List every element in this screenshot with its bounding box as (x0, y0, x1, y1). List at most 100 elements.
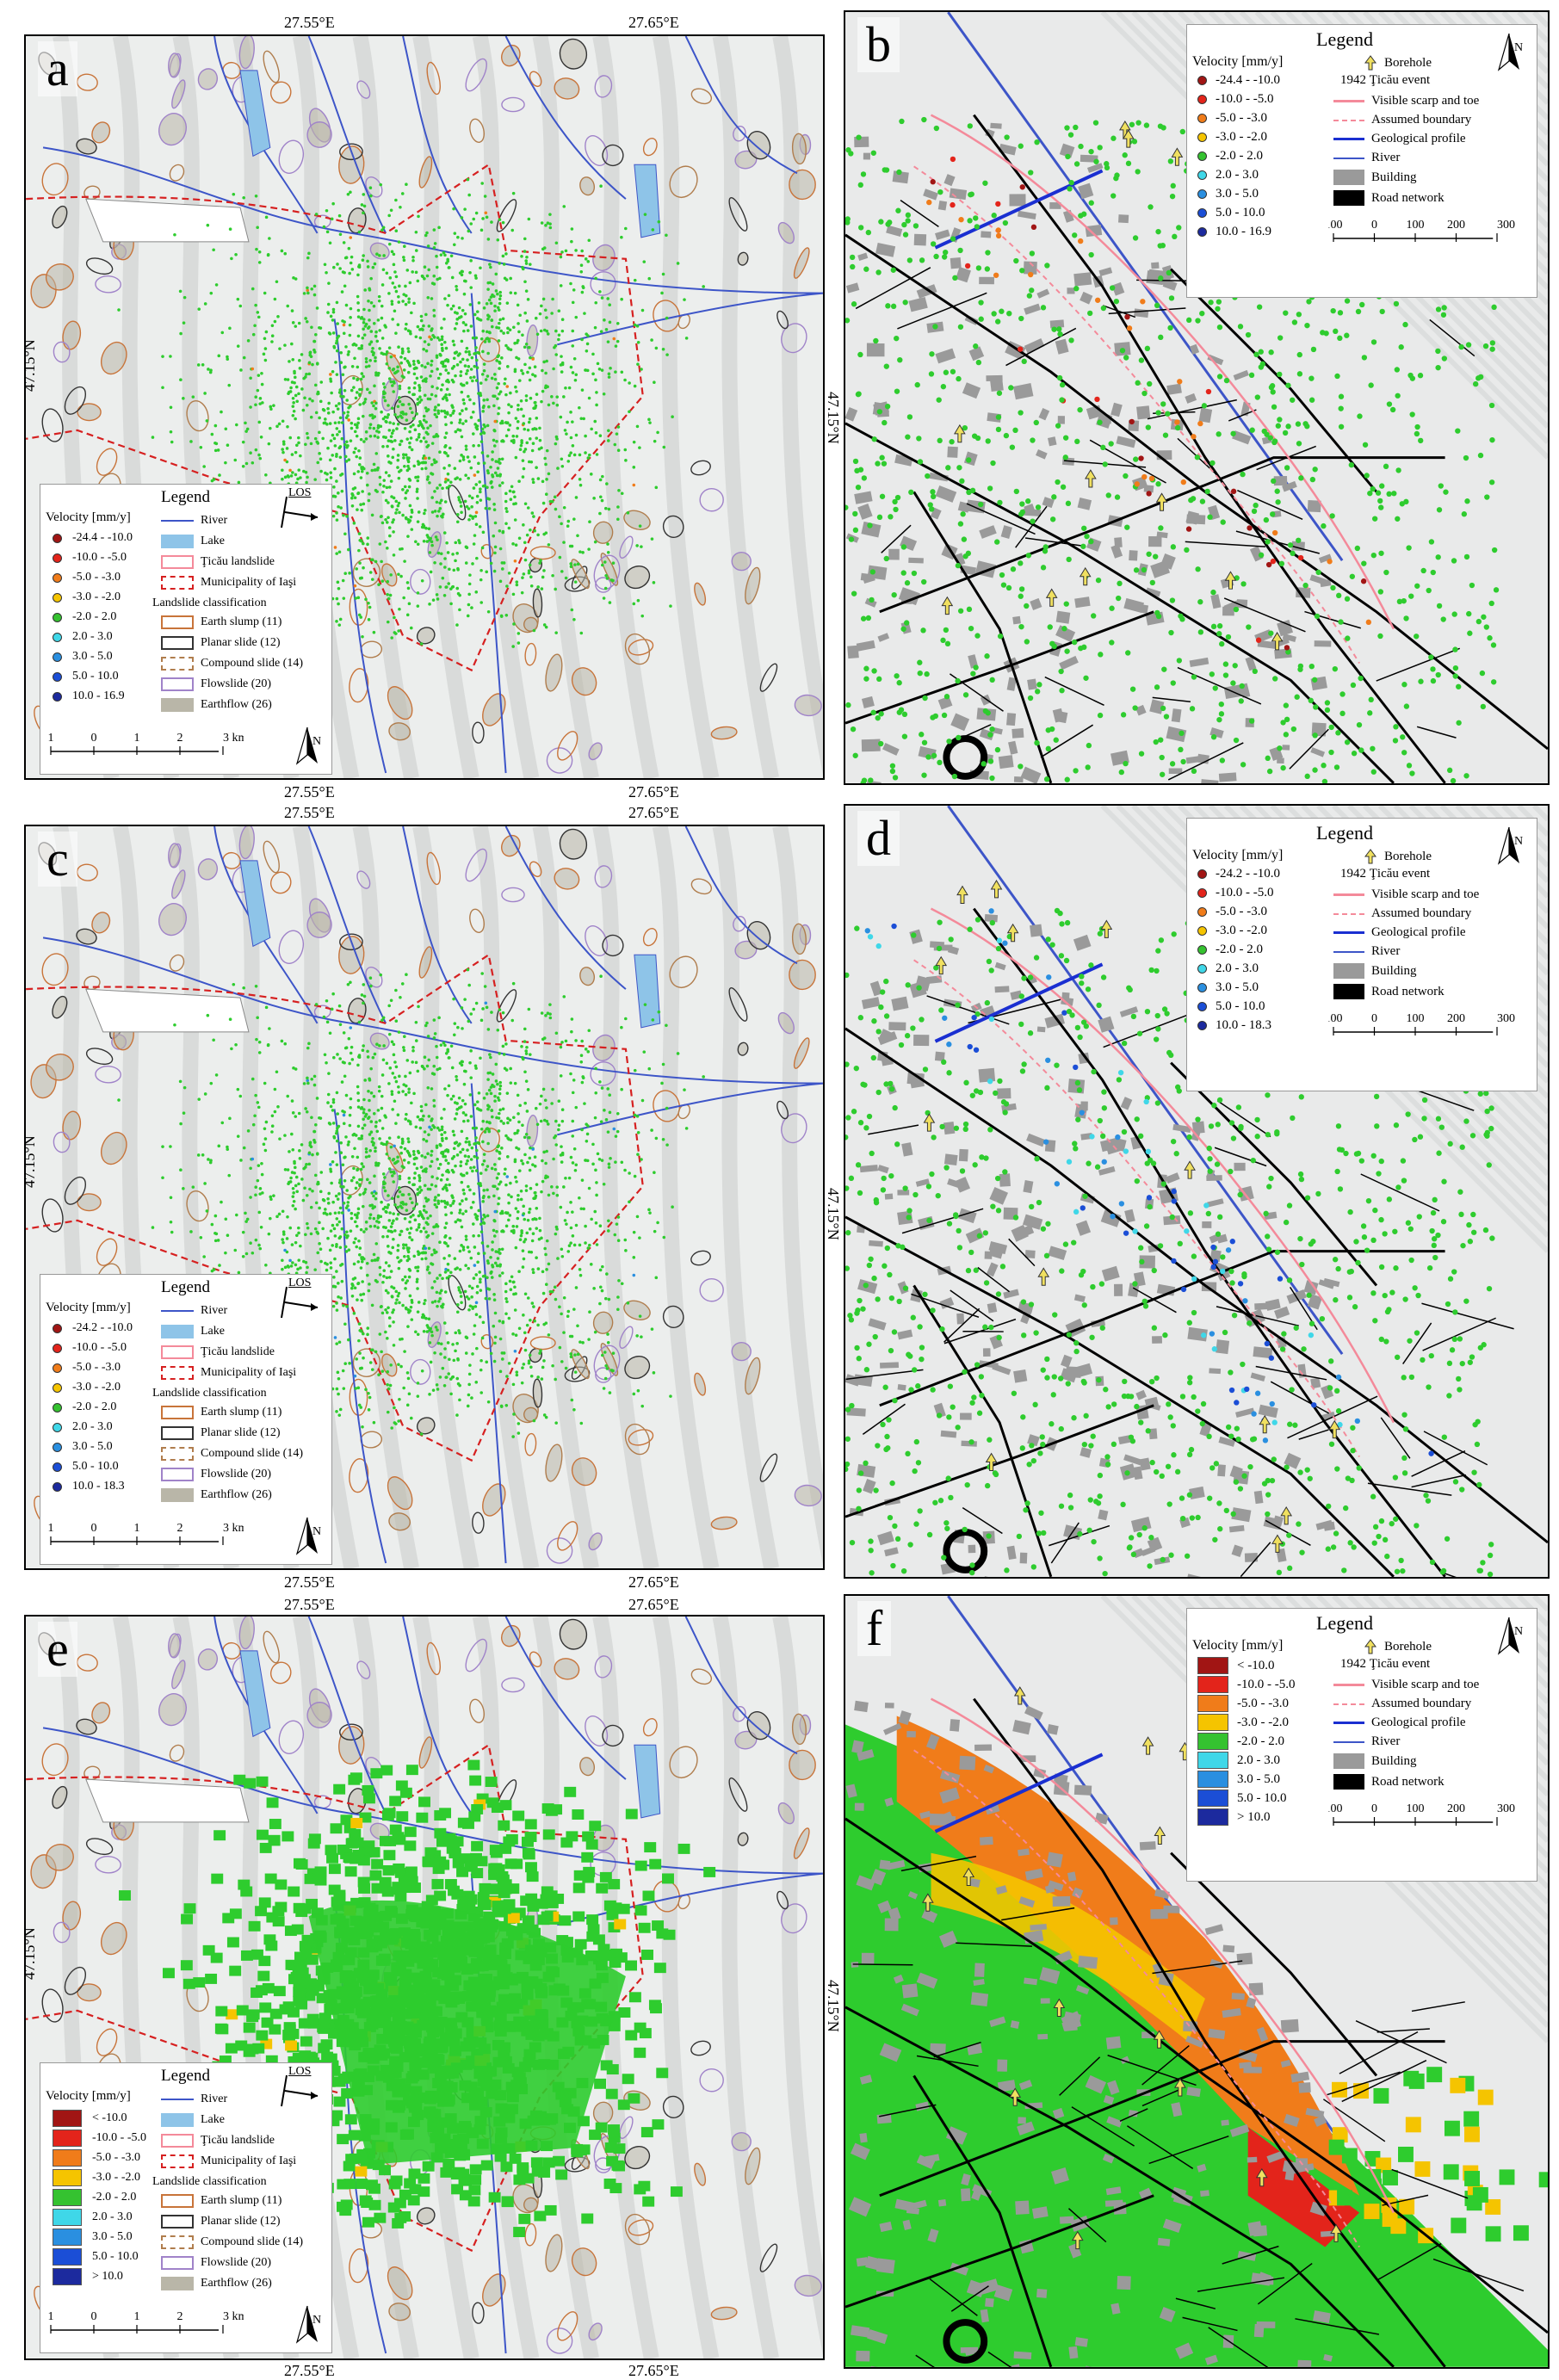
ps-point (937, 760, 942, 765)
ps-point (543, 246, 547, 250)
ps-point (313, 1075, 317, 1079)
ps-point (986, 710, 991, 715)
ps-point (878, 711, 883, 716)
ps-point (515, 543, 518, 547)
ps-point (494, 1312, 498, 1315)
ps-point (541, 480, 545, 484)
ps-point (414, 1219, 418, 1222)
ps-point (441, 349, 444, 352)
ps-point (466, 505, 469, 509)
ps-point (462, 1248, 466, 1252)
ps-point (665, 234, 668, 238)
ps-point (457, 496, 461, 499)
ps-point (987, 485, 993, 491)
ps-point (869, 597, 874, 603)
ps-point (386, 486, 389, 490)
ps-point (605, 1272, 609, 1276)
ps-point (560, 522, 563, 526)
ps-point (420, 328, 424, 331)
ps-point (648, 421, 652, 424)
ps-point (505, 614, 509, 617)
ps-point (314, 1123, 318, 1127)
ps-point (346, 414, 350, 417)
ps-point (407, 300, 411, 304)
ps-point (459, 478, 462, 481)
ps-point (609, 1111, 612, 1115)
ps-point (572, 1091, 575, 1095)
ps-point (505, 584, 509, 588)
ps-point (461, 436, 464, 439)
ps-point (653, 380, 656, 384)
ps-point (465, 1234, 468, 1238)
ps-point (436, 515, 439, 518)
ps-point (405, 182, 408, 186)
ps-point (349, 236, 352, 239)
ps-point (433, 1036, 436, 1040)
ps-point (447, 1162, 450, 1165)
ps-point (428, 527, 431, 530)
ps-point (529, 437, 532, 441)
ps-point (461, 309, 465, 312)
ps-point (498, 297, 502, 300)
ps-point (535, 417, 538, 420)
ps-point (263, 1143, 266, 1147)
ps-point (1455, 428, 1460, 433)
ps-point (1271, 479, 1276, 484)
ps-point (402, 597, 405, 600)
ps-point (417, 1394, 420, 1398)
ps-point (373, 385, 376, 388)
ps-point (258, 1051, 262, 1054)
ps-point (473, 402, 476, 405)
ps-point (448, 294, 451, 298)
ps-point (492, 1325, 495, 1328)
ps-point (430, 1087, 434, 1091)
ps-point (220, 331, 224, 335)
ps-point (572, 618, 576, 621)
ps-point (1371, 553, 1376, 558)
ps-point (486, 331, 489, 334)
ps-point (336, 339, 339, 343)
ps-point (1484, 494, 1489, 499)
ps-point (1483, 343, 1488, 349)
ps-point (281, 468, 284, 472)
ps-point (392, 448, 395, 451)
ps-point (423, 436, 426, 440)
ps-point (1055, 479, 1060, 485)
ps-point (242, 441, 245, 444)
ps-point (856, 391, 861, 396)
ps-point (298, 359, 301, 362)
ps-point (949, 439, 954, 444)
ps-point (337, 1197, 340, 1201)
ps-point (402, 293, 405, 296)
ps-point (522, 1265, 525, 1269)
ps-point (480, 337, 484, 341)
ps-point (161, 355, 164, 358)
ps-point (170, 405, 173, 409)
ps-point (587, 238, 591, 242)
ps-point (473, 352, 476, 355)
ps-point (423, 512, 426, 516)
ps-point (493, 309, 497, 312)
ps-point (361, 470, 364, 473)
ps-point (348, 1037, 351, 1041)
ps-point (298, 1112, 301, 1116)
ps-point (599, 1224, 603, 1227)
ps-point (582, 286, 585, 289)
ps-point (430, 1286, 434, 1289)
ps-point (958, 217, 963, 222)
ps-point (331, 454, 334, 457)
ps-point (390, 1270, 393, 1273)
ps-point (371, 347, 374, 350)
building-footprint (1172, 708, 1182, 722)
ps-point (959, 479, 964, 484)
ps-point (308, 362, 312, 365)
ps-point (387, 1245, 390, 1248)
ps-point (366, 543, 369, 547)
ps-point (292, 414, 295, 417)
ps-point (337, 1282, 340, 1285)
ps-point (258, 1247, 262, 1251)
ps-point (1309, 398, 1315, 403)
ps-point (265, 331, 269, 334)
ps-point (418, 389, 422, 393)
ps-point (459, 412, 462, 416)
